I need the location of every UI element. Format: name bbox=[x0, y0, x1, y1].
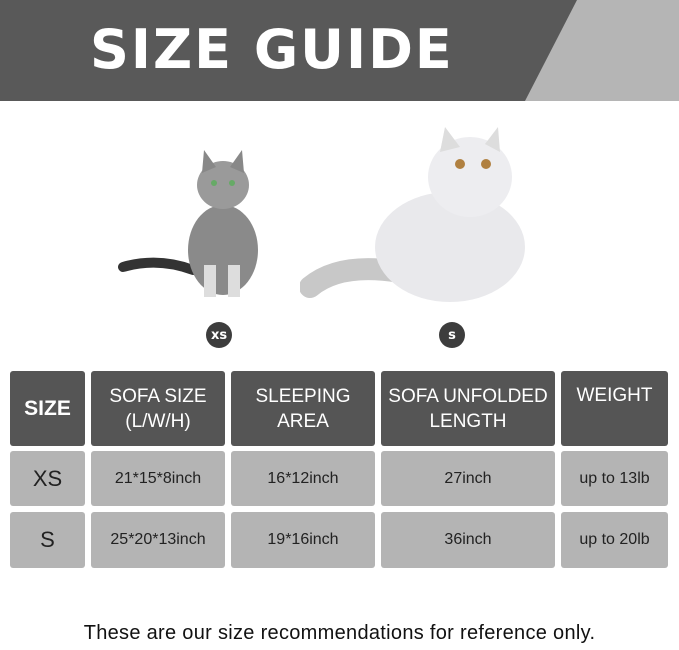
row-s-size: S bbox=[10, 512, 85, 568]
row-xs-unfolded-length: 27inch bbox=[381, 451, 555, 506]
banner-accent-stripe bbox=[525, 0, 679, 101]
header-weight: WEIGHT bbox=[561, 371, 668, 446]
header-sleeping-area: SLEEPING AREA bbox=[231, 371, 375, 446]
large-persian-cat-image bbox=[300, 127, 525, 302]
small-tabby-cat-image bbox=[118, 150, 258, 297]
row-s-weight: up to 20lb bbox=[561, 512, 668, 568]
header-sofa-size: SOFA SIZE (L/W/H) bbox=[91, 371, 225, 446]
row-xs-sleeping-area: 16*12inch bbox=[231, 451, 375, 506]
header-unfolded-length: SOFA UNFOLDED LENGTH bbox=[381, 371, 555, 446]
page-title: SIZE GUIDE bbox=[90, 18, 454, 81]
row-xs-size: XS bbox=[10, 451, 85, 506]
row-xs-weight: up to 13lb bbox=[561, 451, 668, 506]
disclaimer-text: These are our size recommendations for r… bbox=[83, 622, 596, 644]
row-s-unfolded-length: 36inch bbox=[381, 512, 555, 568]
size-badge-xs: xs bbox=[206, 322, 232, 348]
row-s-sofa-size: 25*20*13inch bbox=[91, 512, 225, 568]
row-xs-sofa-size: 21*15*8inch bbox=[91, 451, 225, 506]
header-size: SIZE bbox=[10, 371, 85, 446]
size-badge-s: s bbox=[439, 322, 465, 348]
row-s-sleeping-area: 19*16inch bbox=[231, 512, 375, 568]
